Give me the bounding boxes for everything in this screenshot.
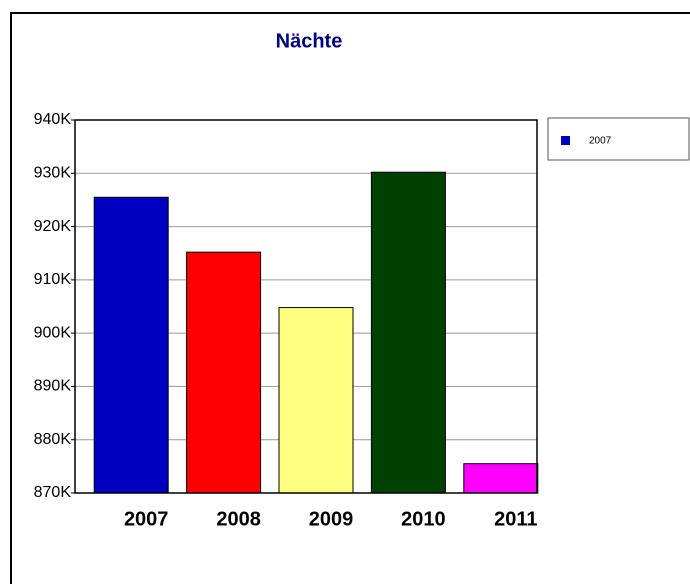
x-tick-label: 2011	[494, 508, 537, 530]
x-tick-label: 2010	[401, 508, 446, 530]
bar	[278, 307, 354, 494]
bar	[463, 463, 539, 494]
bar	[93, 196, 169, 494]
y-tick-label: 870K	[34, 484, 72, 501]
y-tick-label: 900K	[34, 324, 72, 341]
x-tick-label: 2007	[124, 508, 169, 530]
chart-title: Nächte	[276, 30, 343, 52]
marks	[75, 119, 539, 494]
x-tick-label: 2008	[216, 508, 261, 530]
legend-swatch	[561, 136, 570, 145]
x-tick-label: 2009	[309, 508, 354, 530]
legend-label: 2007	[589, 136, 612, 147]
y-tick-label: 920K	[34, 218, 72, 235]
bar	[186, 251, 262, 494]
y-tick-label: 910K	[34, 271, 72, 288]
y-tick-label: 890K	[34, 378, 72, 395]
plot-border	[74, 119, 538, 494]
legend	[547, 117, 690, 161]
y-tick-label: 880K	[34, 431, 72, 448]
y-tick-label: 930K	[34, 165, 72, 182]
y-tick-label: 940K	[34, 111, 72, 128]
bar	[370, 171, 446, 494]
